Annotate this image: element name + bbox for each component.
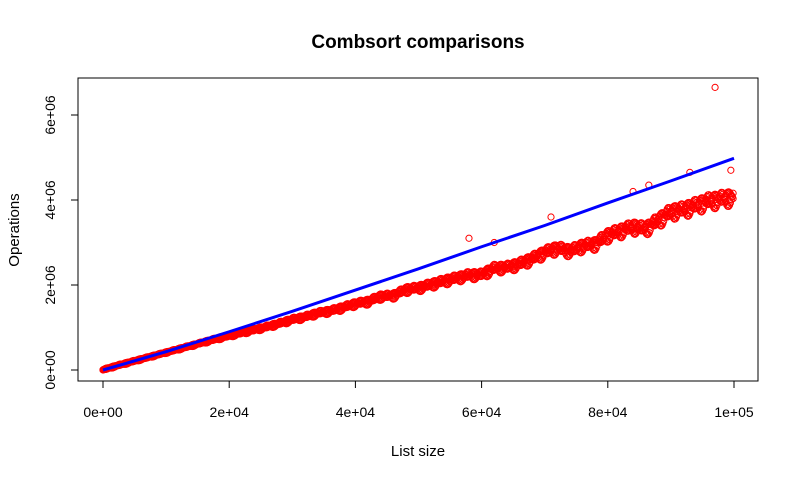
x-tick-label: 4e+04 xyxy=(336,404,376,420)
y-tick-label: 4e+06 xyxy=(42,180,58,220)
y-tick-label: 0e+00 xyxy=(42,350,58,390)
x-tick-label: 8e+04 xyxy=(588,404,628,420)
x-tick-label: 1e+05 xyxy=(714,404,754,420)
data-point xyxy=(724,202,733,211)
scatter-points xyxy=(99,83,737,374)
outlier-point xyxy=(465,234,473,242)
y-tick-label: 2e+06 xyxy=(42,265,58,305)
fit-line xyxy=(102,156,735,372)
plot-box xyxy=(77,77,759,382)
x-axis: 0e+00 2e+04 4e+04 6e+04 8e+04 1e+05 xyxy=(83,380,754,420)
data-point xyxy=(524,261,533,270)
reference-line xyxy=(102,156,735,372)
data-point xyxy=(644,230,652,238)
data-point xyxy=(728,193,736,201)
y-axis-label: Operations xyxy=(6,193,23,266)
y-tick-label: 6e+06 xyxy=(42,95,58,135)
data-point xyxy=(729,194,737,203)
chart-title: Combsort comparisons xyxy=(311,32,524,53)
data-point xyxy=(729,189,737,197)
data-point xyxy=(632,230,640,238)
data-point xyxy=(723,201,731,209)
data-point xyxy=(602,237,610,245)
x-axis-label: List size xyxy=(391,443,445,460)
data-point xyxy=(565,252,573,260)
outlier-point xyxy=(727,166,735,174)
outlier-point xyxy=(711,83,719,91)
x-tick-label: 0e+00 xyxy=(83,404,123,420)
data-point xyxy=(615,232,624,240)
x-tick-label: 6e+04 xyxy=(462,404,502,420)
y-axis: 0e+00 2e+06 4e+06 6e+06 xyxy=(42,95,79,390)
outlier-point xyxy=(547,213,555,221)
x-tick-label: 2e+04 xyxy=(210,404,250,420)
data-point xyxy=(671,215,680,223)
data-point xyxy=(699,205,707,213)
